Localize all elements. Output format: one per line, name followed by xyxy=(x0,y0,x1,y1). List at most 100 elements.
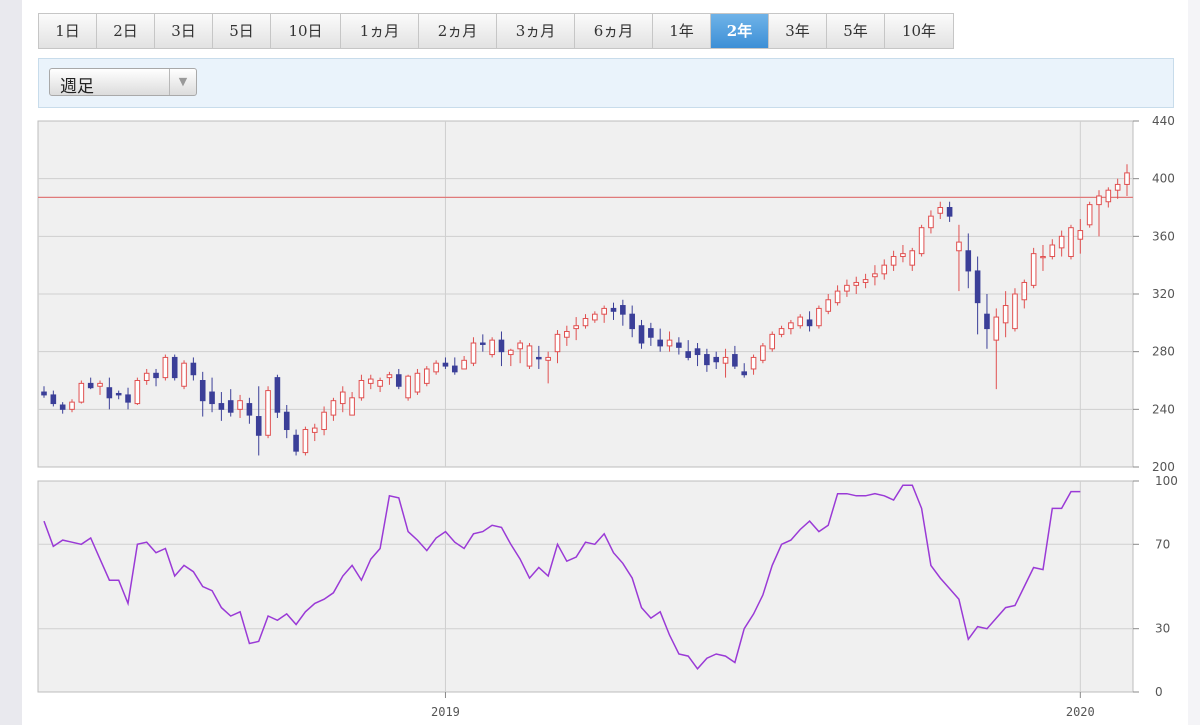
candle xyxy=(928,210,934,234)
candle-body xyxy=(433,362,439,373)
candle xyxy=(50,390,57,407)
price-tick-label: 320 xyxy=(1152,287,1175,301)
candle xyxy=(115,390,122,400)
tab-5[interactable]: 1ヵ月 xyxy=(341,14,419,48)
tab-3[interactable]: 5日 xyxy=(213,14,271,48)
candle-body xyxy=(956,241,962,252)
candle xyxy=(937,201,944,220)
candle-body xyxy=(115,392,122,396)
candle xyxy=(1096,190,1102,237)
price-tick-label: 400 xyxy=(1152,172,1175,186)
candle xyxy=(620,299,626,326)
candle-body xyxy=(704,354,710,366)
price-tick-label: 280 xyxy=(1152,345,1175,359)
interval-select[interactable]: 週足 ▼ xyxy=(49,68,197,97)
candle-body xyxy=(741,371,748,376)
candle-body xyxy=(1077,230,1084,240)
tab-1[interactable]: 2日 xyxy=(97,14,155,48)
candle xyxy=(629,305,635,338)
candle xyxy=(797,314,804,329)
candle xyxy=(1114,178,1121,199)
candle-body xyxy=(676,342,682,348)
candle xyxy=(442,357,449,369)
candle-body xyxy=(508,349,514,356)
candle xyxy=(610,302,617,320)
candle xyxy=(265,386,271,439)
candle xyxy=(788,319,794,335)
candle xyxy=(1030,247,1037,289)
candle-body xyxy=(218,403,225,410)
candle-body xyxy=(386,374,393,379)
tab-10[interactable]: 2年 xyxy=(711,14,769,48)
candle xyxy=(545,351,551,384)
candle-body xyxy=(536,356,542,360)
candle-body xyxy=(442,362,449,367)
candle-body xyxy=(638,325,645,344)
candle xyxy=(1077,219,1084,254)
tab-2[interactable]: 3日 xyxy=(155,14,213,48)
tab-0[interactable]: 1日 xyxy=(39,14,97,48)
candle xyxy=(890,250,897,271)
candle-body xyxy=(451,365,458,373)
candle xyxy=(59,402,66,414)
tab-11[interactable]: 3年 xyxy=(769,14,827,48)
candle-body xyxy=(806,319,813,327)
candle xyxy=(806,311,813,332)
candle xyxy=(78,380,85,404)
candle xyxy=(339,386,346,413)
candle-body xyxy=(1105,189,1112,203)
candle-body xyxy=(666,339,673,347)
candle xyxy=(872,265,878,286)
candle-body xyxy=(78,382,85,403)
candle-body xyxy=(984,313,990,330)
candle-body xyxy=(1124,172,1130,185)
chevron-down-icon[interactable]: ▼ xyxy=(169,69,196,95)
tab-4[interactable]: 10日 xyxy=(271,14,341,48)
tab-13[interactable]: 10年 xyxy=(885,14,953,48)
candle xyxy=(349,392,355,416)
candle xyxy=(330,397,337,421)
tab-9[interactable]: 1年 xyxy=(653,14,711,48)
candle-body xyxy=(918,227,925,255)
candle-body xyxy=(171,356,178,379)
candle xyxy=(713,351,720,369)
price-tick-label: 240 xyxy=(1152,402,1175,416)
candle xyxy=(974,256,981,335)
tab-12[interactable]: 5年 xyxy=(827,14,885,48)
candle xyxy=(816,305,822,329)
candle xyxy=(162,354,169,381)
interval-select-value: 週足 xyxy=(60,77,94,97)
candle-body xyxy=(993,316,1000,341)
candle-body xyxy=(909,250,916,266)
rsi-panel-bg xyxy=(37,480,1134,693)
candle xyxy=(722,348,729,378)
candle xyxy=(554,330,561,364)
candlestick-panel: 440 400 360 320 280 240 200 xyxy=(37,114,1175,474)
candle xyxy=(1124,164,1130,196)
candle xyxy=(946,201,953,222)
candle xyxy=(760,343,766,364)
candle-body xyxy=(900,253,906,258)
candle xyxy=(676,337,682,355)
tab-8[interactable]: 6ヵ月 xyxy=(575,14,653,48)
interval-select-bar: 週足 ▼ xyxy=(38,58,1174,108)
tab-7[interactable]: 3ヵ月 xyxy=(497,14,575,48)
candle-body xyxy=(274,377,281,413)
candle xyxy=(1058,230,1065,257)
candle-body xyxy=(480,342,486,345)
candle-body xyxy=(461,359,467,370)
candle-body xyxy=(648,328,654,338)
candle-body xyxy=(610,307,617,312)
candle-body xyxy=(1030,253,1037,286)
right-scrollbar[interactable] xyxy=(1188,0,1200,725)
candle-body xyxy=(592,313,598,321)
candle xyxy=(564,325,570,346)
candle-body xyxy=(890,256,897,266)
price-tick-label: 200 xyxy=(1152,460,1175,474)
candle-body xyxy=(844,284,850,292)
candle xyxy=(508,348,514,367)
tab-6[interactable]: 2ヵ月 xyxy=(419,14,497,48)
candle-body xyxy=(685,351,691,358)
rsi-tick-label: 100 xyxy=(1155,474,1178,488)
